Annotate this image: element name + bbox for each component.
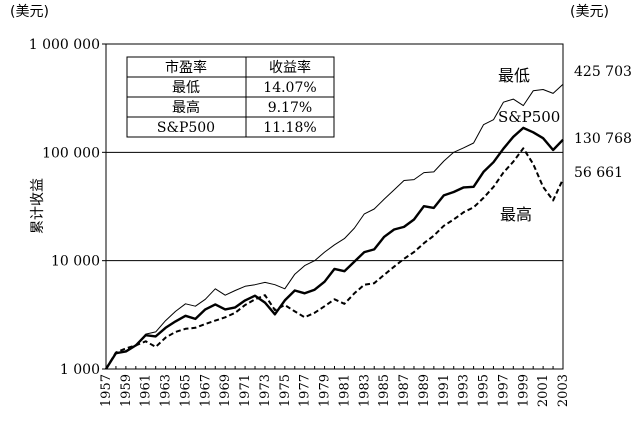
y-tick-label-0: 1 000 — [60, 362, 100, 378]
y-tick-label-2: 100 000 — [42, 145, 100, 161]
x-tick-label-1987: 1987 — [397, 374, 412, 407]
x-tick-label-1991: 1991 — [437, 374, 452, 407]
table-header-pe: 市盈率 — [165, 59, 207, 76]
series-label-sp500: S&P500 — [498, 108, 560, 126]
x-tick-label-1983: 1983 — [357, 374, 372, 407]
y-axis-ticks: 1 000 10 000 100 000 1 000 000 — [29, 37, 106, 378]
x-tick-label-2003: 2003 — [556, 374, 571, 407]
unit-right: (美元) — [570, 4, 609, 20]
table-cell-row3-value: 11.18% — [263, 120, 316, 136]
x-tick-label-2001: 2001 — [536, 374, 551, 407]
table-cell-row2-value: 9.17% — [268, 100, 312, 116]
y-axis-label: 累计收益 — [30, 178, 46, 234]
x-tick-label-1975: 1975 — [278, 374, 293, 407]
end-value-highest: 56 661 — [574, 165, 623, 181]
x-tick-label-1967: 1967 — [198, 374, 213, 407]
series-line-0 — [105, 83, 564, 370]
x-tick-label-1979: 1979 — [318, 374, 333, 407]
returns-table: 市盈率 收益率 最低 14.07% 最高 9.17% S&P500 11.18% — [126, 56, 335, 138]
x-tick-label-1995: 1995 — [477, 374, 492, 407]
end-value-lowest: 425 703 — [574, 64, 632, 80]
table-cell-row1-name: 最低 — [172, 80, 200, 96]
table-cell-row2-name: 最高 — [172, 99, 200, 116]
x-tick-label-1977: 1977 — [298, 374, 313, 407]
y-tick-label-3: 1 000 000 — [29, 37, 100, 53]
y-tick-label-1: 10 000 — [51, 254, 100, 270]
x-tick-label-1993: 1993 — [457, 374, 472, 407]
table-cell-row3-name: S&P500 — [157, 120, 215, 136]
x-tick-label-1985: 1985 — [377, 374, 392, 407]
series-label-highest: 最高 — [500, 205, 532, 224]
series-label-lowest: 最低 — [498, 66, 530, 85]
x-axis-ticks: 1957 1959 1961 1963 1965 1967 1969 1971 1973 1975… — [99, 366, 571, 407]
x-tick-label-1969: 1969 — [218, 374, 233, 407]
series-lines — [104, 83, 564, 370]
x-tick-label-1971: 1971 — [238, 374, 253, 407]
series-line-2 — [105, 147, 564, 370]
series-line-1 — [104, 126, 564, 370]
x-tick-label-1999: 1999 — [516, 374, 531, 407]
x-tick-label-1965: 1965 — [178, 374, 193, 407]
unit-left: (美元) — [10, 4, 49, 20]
x-tick-label-1963: 1963 — [159, 374, 174, 407]
x-tick-label-1957: 1957 — [99, 374, 114, 407]
x-tick-label-1973: 1973 — [258, 374, 273, 407]
x-tick-label-1989: 1989 — [417, 374, 432, 407]
grid — [106, 151, 563, 262]
x-tick-label-1997: 1997 — [496, 374, 511, 407]
table-header-return: 收益率 — [269, 59, 311, 76]
end-value-sp500: 130 768 — [574, 131, 632, 147]
x-tick-label-1981: 1981 — [337, 374, 352, 407]
x-tick-label-1959: 1959 — [119, 374, 134, 407]
table-cell-row1-value: 14.07% — [263, 80, 316, 96]
x-tick-label-1961: 1961 — [139, 374, 154, 407]
